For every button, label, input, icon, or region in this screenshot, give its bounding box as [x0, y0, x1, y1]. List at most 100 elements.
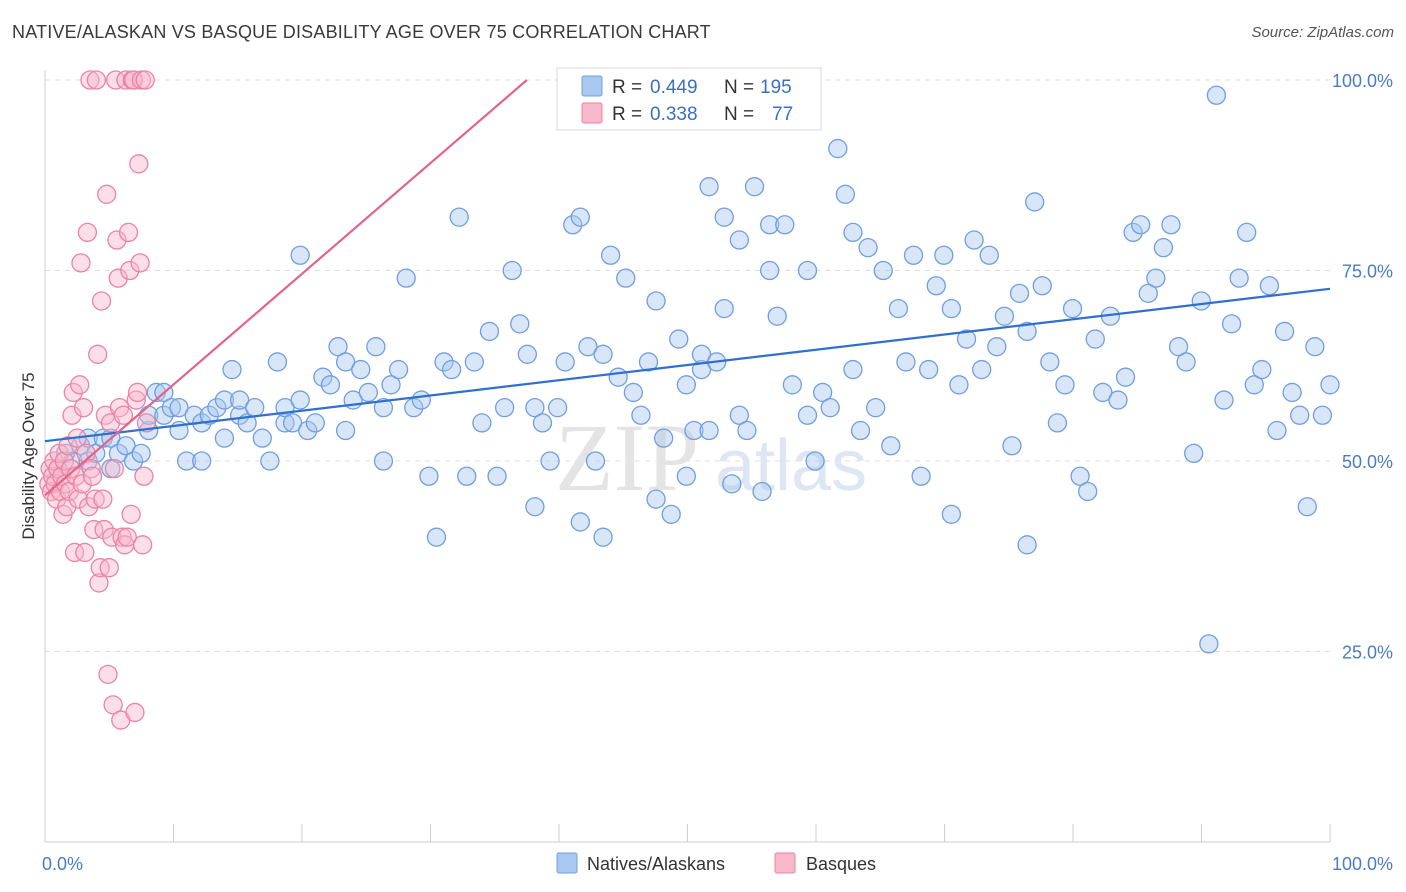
- legend-n-value-basques: 77: [772, 104, 793, 125]
- natives-point-51: [351, 359, 371, 380]
- natives-point-136: [896, 352, 916, 372]
- natives-point-131: [858, 237, 878, 258]
- natives-point-183: [1237, 222, 1257, 243]
- basques-point-70: [129, 154, 149, 174]
- natives-point-76: [525, 398, 545, 418]
- natives-point-60: [411, 390, 431, 410]
- natives-point-186: [1259, 276, 1280, 296]
- natives-point-142: [941, 298, 962, 319]
- natives-point-160: [1062, 298, 1083, 319]
- natives-point-17: [154, 405, 174, 425]
- natives-point-35: [252, 428, 272, 448]
- natives-point-29: [214, 428, 235, 448]
- bottom-legend-swatch-natives: [556, 852, 578, 874]
- natives-point-122: [797, 405, 818, 425]
- natives-point-112: [737, 420, 757, 441]
- natives-point-191: [1297, 497, 1317, 517]
- natives-point-119: [782, 375, 803, 395]
- natives-point-52: [358, 382, 378, 403]
- basques-point-69: [127, 382, 148, 403]
- natives-point-75: [525, 497, 545, 517]
- natives-point-194: [1320, 375, 1340, 395]
- natives-point-69: [479, 321, 500, 342]
- basques-point-27: [73, 398, 94, 418]
- axes: [44, 70, 1331, 843]
- natives-point-26: [199, 405, 219, 425]
- y-tick-label-2: 75.0%: [1342, 262, 1393, 282]
- natives-point-66: [457, 466, 477, 486]
- natives-point-133: [873, 260, 893, 281]
- natives-point-57: [388, 359, 409, 380]
- natives-point-37: [267, 352, 288, 372]
- natives-point-49: [335, 420, 356, 441]
- natives-point-145: [956, 329, 977, 349]
- basques-point-45: [97, 184, 117, 204]
- x-tick-label-0: 0.0%: [42, 854, 83, 874]
- basques-point-36: [85, 489, 105, 509]
- natives-point-105: [699, 177, 719, 197]
- natives-point-43: [298, 420, 318, 441]
- natives-point-84: [578, 337, 598, 357]
- y-tick-label-0: 25.0%: [1342, 643, 1393, 663]
- natives-point-40: [282, 413, 303, 433]
- natives-point-28: [214, 390, 235, 410]
- legend-r-label-basques: R =: [612, 104, 642, 125]
- basques-point-14: [57, 497, 77, 517]
- basques-point-41: [91, 291, 112, 311]
- natives-point-73: [510, 314, 530, 334]
- natives-point-80: [555, 352, 575, 372]
- natives-point-193: [1312, 405, 1333, 425]
- natives-point-107: [714, 207, 734, 227]
- natives-point-172: [1153, 237, 1174, 258]
- natives-point-126: [828, 138, 848, 159]
- y-tick-label-1: 50.0%: [1342, 452, 1393, 472]
- basques-point-67: [125, 702, 145, 723]
- natives-point-77: [532, 413, 553, 433]
- basques-point-50: [103, 695, 123, 715]
- natives-point-118: [775, 215, 795, 235]
- natives-point-85: [585, 451, 606, 471]
- natives-point-27: [207, 398, 227, 418]
- basques-point-64: [121, 504, 141, 524]
- natives-point-174: [1168, 337, 1189, 357]
- natives-point-150: [994, 306, 1015, 326]
- natives-point-175: [1176, 352, 1196, 372]
- natives-point-19: [161, 398, 182, 418]
- natives-point-102: [691, 359, 712, 380]
- natives-point-110: [729, 405, 750, 425]
- basques-point-47: [99, 558, 119, 578]
- natives-point-123: [805, 451, 825, 471]
- natives-point-115: [759, 215, 780, 235]
- natives-point-124: [813, 382, 833, 403]
- natives-point-162: [1078, 481, 1098, 502]
- basques-point-43: [94, 519, 114, 540]
- legend-r-value-basques: 0.338: [650, 104, 698, 125]
- natives-point-161: [1070, 466, 1090, 486]
- natives-point-91: [623, 382, 643, 403]
- natives-point-11: [116, 436, 136, 456]
- basques-point-35: [84, 519, 104, 540]
- natives-point-109: [722, 474, 742, 494]
- basques-point-61: [117, 527, 137, 547]
- natives-point-31: [229, 405, 250, 425]
- natives-point-55: [373, 451, 394, 471]
- natives-point-147: [972, 359, 992, 380]
- natives-point-46: [320, 375, 341, 395]
- legend-box: R = 0.449 N = 195 R = 0.338 N = 77: [556, 67, 822, 131]
- legend-r-label-natives: R =: [612, 77, 642, 98]
- basques-point-24: [70, 375, 90, 395]
- natives-point-159: [1055, 375, 1075, 395]
- basques-point-33: [81, 458, 101, 479]
- natives-point-45: [313, 367, 333, 387]
- natives-point-177: [1191, 291, 1211, 311]
- natives-point-182: [1229, 268, 1249, 288]
- basques-point-58: [113, 405, 134, 425]
- natives-point-97: [661, 504, 681, 524]
- natives-point-100: [676, 375, 697, 395]
- natives-point-139: [919, 359, 939, 380]
- watermark-zip: ZIP: [555, 404, 699, 511]
- natives-point-113: [744, 177, 765, 197]
- natives-point-121: [797, 260, 818, 281]
- natives-point-67: [464, 352, 484, 372]
